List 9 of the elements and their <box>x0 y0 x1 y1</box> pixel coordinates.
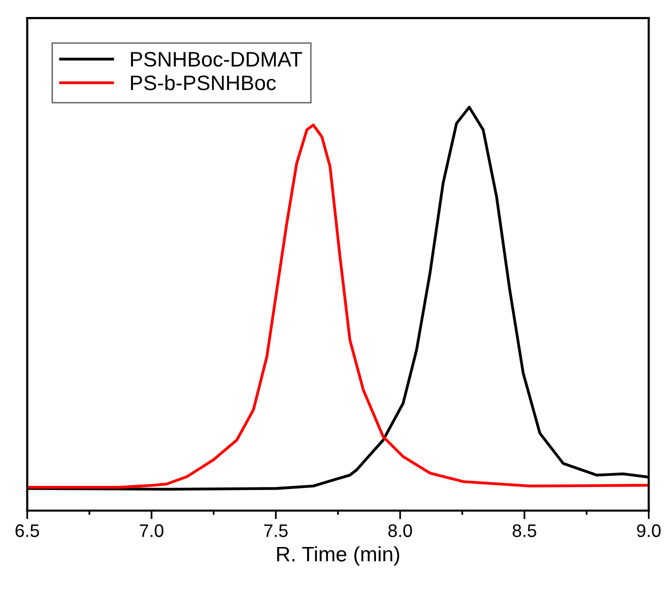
x-tick-label: 6.5 <box>16 524 40 538</box>
x-tick-label: 9.0 <box>637 524 661 538</box>
x-tick-label: 7.5 <box>264 524 288 538</box>
legend-label: PSNHBoc-DDMAT <box>131 52 302 67</box>
x-tick-label: 7.0 <box>140 524 164 538</box>
legend-label: PS-b-PSNHBoc <box>131 74 276 90</box>
x-tick-label: 8.5 <box>512 524 536 538</box>
x-tick-label: 8.0 <box>388 524 412 538</box>
x-axis-title: R. Time (min) <box>277 546 400 566</box>
